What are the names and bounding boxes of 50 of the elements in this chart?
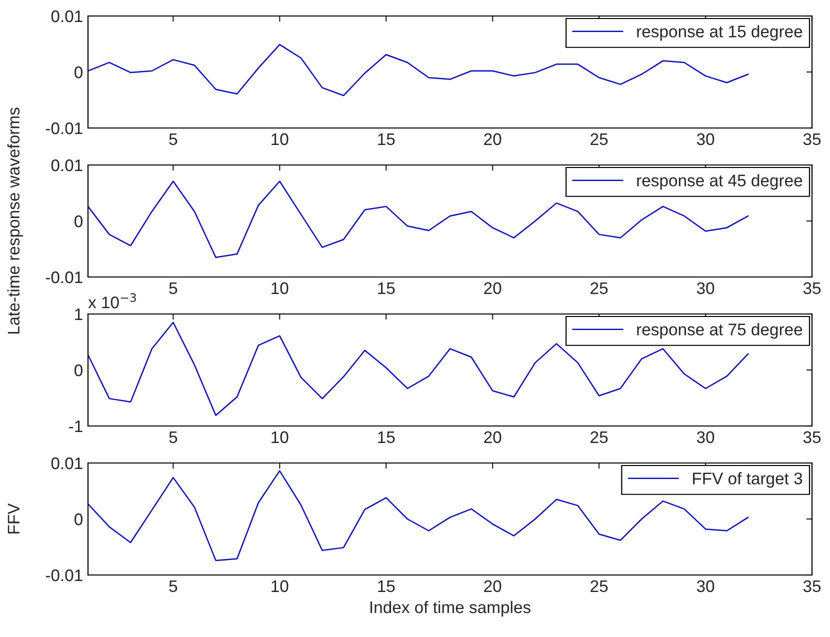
x-tick-label: 5 [169,133,178,146]
x-tick-label: 15 [378,580,395,592]
y-tick-label: -0.01 [46,122,82,134]
x-tick-label: 20 [484,282,502,294]
x-tick-label: 10 [272,282,288,294]
x-tick-label: 35 [803,431,821,444]
line-series [88,322,749,416]
line-series [88,44,749,96]
x-tick-label: 25 [590,580,608,592]
x-tick-label: 15 [378,133,395,146]
legend-label: response at 15 degree [637,25,802,41]
y-tick-label: -0.01 [46,271,82,284]
legend-label: response at 45 degree [637,174,802,190]
x-tick-label: 35 [803,282,821,294]
x-tick-label: 30 [696,580,714,592]
x-tick-label: 20 [484,431,502,444]
x-tick-label: 25 [590,133,608,146]
y-tick-label: 0.01 [51,457,82,470]
x-tick-label: 25 [590,282,608,294]
text: x 10$^{−3}$ [88,293,136,308]
x-tick-label: 5 [169,431,178,444]
x-axis-title: Index of time samples [370,600,530,616]
y-tick-label: -1 [69,420,82,432]
x-tick-label: 10 [272,133,288,146]
x-tick-label: 15 [378,431,395,444]
x-tick-label: 5 [169,580,178,592]
y-tick-label: 0 [74,66,82,78]
x-tick-label: 15 [378,282,395,294]
legend-label: FFV of target 3 [693,472,802,488]
y-tick-label: 1 [75,308,82,320]
y-axis-title: FFV [8,503,20,534]
y-tick-label: 0.01 [51,159,82,172]
x-tick-label: 35 [803,580,821,592]
y-axis-title: Late-time response waveforms [7,108,23,334]
x-tick-label: 35 [803,133,821,146]
x-tick-label: 30 [696,133,714,146]
x-tick-label: 20 [484,580,502,592]
y-tick-label: -0.01 [46,569,82,582]
x-tick-label: 30 [696,431,714,444]
x-tick-label: 10 [272,580,288,592]
y-tick-label: 0.01 [51,10,82,22]
x-tick-label: 5 [169,282,178,294]
x-tick-label: 30 [696,282,714,294]
y-tick-label: 0 [74,513,82,526]
x-tick-label: 25 [590,431,608,444]
x-tick-label: 10 [272,431,288,444]
y-tick-label: 0 [74,364,82,376]
x-tick-label: 20 [484,133,502,146]
y-tick-label: 0 [74,215,82,228]
legend-label: response at 75 degree [637,323,802,339]
